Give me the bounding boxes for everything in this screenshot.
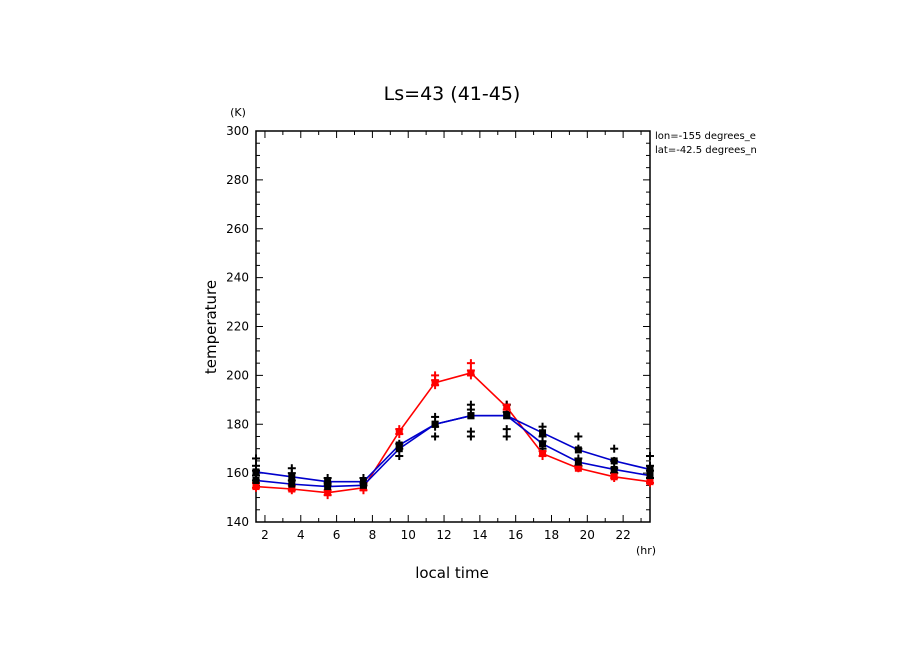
series-marker [359,481,367,489]
series-marker [288,480,296,488]
series-marker [574,458,582,466]
y-tick-label: 280 [226,173,249,187]
longitude-annotation: lon=-155 degrees_e [655,131,756,142]
series-marker [252,483,260,491]
series-marker [539,440,547,448]
series-marker [646,472,654,480]
series-marker [395,428,403,436]
x-unit-label: (hr) [636,544,656,557]
y-tick-label: 240 [226,271,249,285]
y-tick-label: 260 [226,222,249,236]
series-marker [610,473,618,481]
series-marker [646,465,654,473]
series-line [255,372,651,494]
series-marker [395,441,403,449]
x-tick-label: 16 [508,528,523,542]
series-marker [431,420,439,428]
series-marker [324,483,332,491]
x-tick-label: 10 [401,528,416,542]
y-tick-label: 220 [226,320,249,334]
y-tick-label: 140 [226,515,249,529]
y-tick-label: 200 [226,368,249,382]
x-tick-label: 14 [472,528,487,542]
y-tick-label: 180 [226,417,249,431]
series-marker [610,465,618,473]
x-tick-label: 4 [297,528,305,542]
series-marker [359,478,367,486]
series-marker [288,485,296,493]
series-marker [324,478,332,486]
y-tick-label: 160 [226,466,249,480]
x-tick-label: 12 [436,528,451,542]
plot-frame [255,130,651,523]
series-marker [288,473,296,481]
series-marker [467,412,475,420]
latitude-annotation: lat=-42.5 degrees_n [655,145,757,156]
series-marker [431,379,439,387]
series-marker [503,412,511,420]
x-tick-label: 6 [333,528,341,542]
y-axis-label: temperature [202,280,220,374]
x-tick-label: 2 [261,528,269,542]
chart-title: Ls=43 (41-45) [384,83,521,105]
series-line [255,414,651,488]
series-marker [467,369,475,377]
series-marker [395,445,403,453]
series-marker [252,468,260,476]
series-marker [539,450,547,458]
series-marker [539,429,547,437]
x-tick-label: 18 [544,528,559,542]
y-tick-label: 300 [226,124,249,138]
plot-area: 140 160 180 200 220 240 260 280 300 2 4 6 8 10 12 14 16 1… [226,124,654,542]
series-marker [574,464,582,472]
series-marker [574,446,582,454]
series-marker [324,489,332,497]
y-unit-label: (K) [230,106,246,119]
series-marker [610,457,618,465]
series-marker [503,403,511,411]
x-tick-label: 20 [580,528,595,542]
series-marker [252,476,260,484]
x-tick-label: 22 [615,528,630,542]
x-tick-label: 8 [369,528,377,542]
x-axis-label: local time [415,564,489,582]
series-marker [646,478,654,486]
